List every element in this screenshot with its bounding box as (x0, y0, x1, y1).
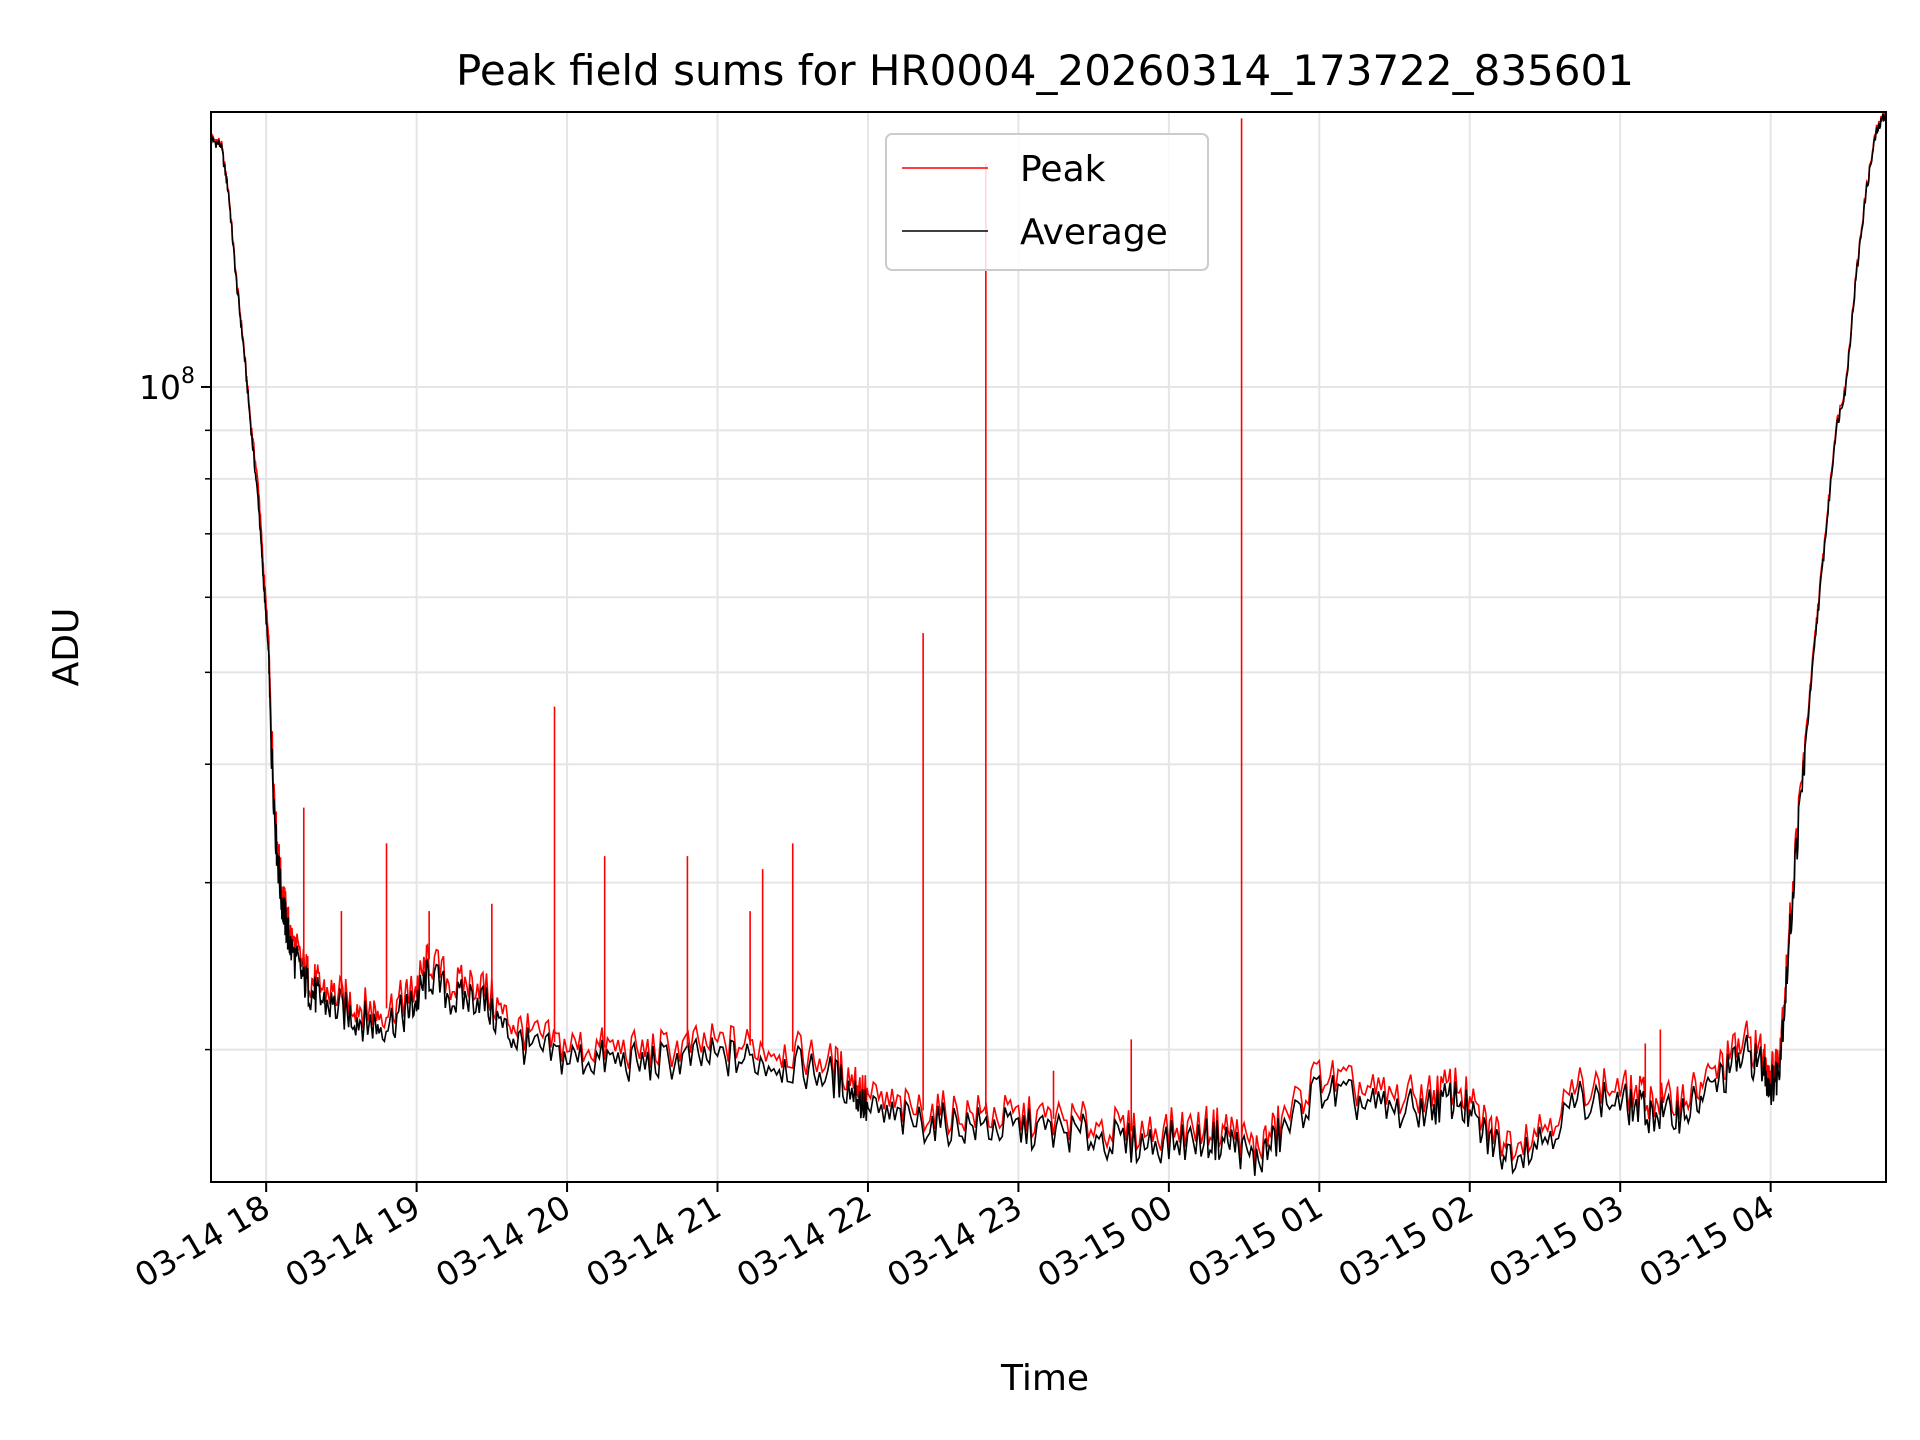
y-axis: 108 (139, 364, 211, 1051)
legend-average-label: Average (1020, 212, 1168, 253)
x-axis-label: Time (1000, 1358, 1089, 1399)
grid (211, 112, 1886, 1182)
chart-title: Peak field sums for HR0004_20260314_1737… (456, 46, 1634, 95)
plot-area (210, 111, 1887, 1183)
legend-peak-label: Peak (1020, 149, 1106, 190)
y-tick-label: 108 (139, 364, 195, 407)
series-layer (210, 111, 1887, 1176)
average-series-line (210, 111, 1887, 1176)
legend: Peak Average (885, 133, 1209, 271)
y-axis-label: ADU (46, 608, 87, 687)
peak-series-line (210, 111, 1887, 1163)
